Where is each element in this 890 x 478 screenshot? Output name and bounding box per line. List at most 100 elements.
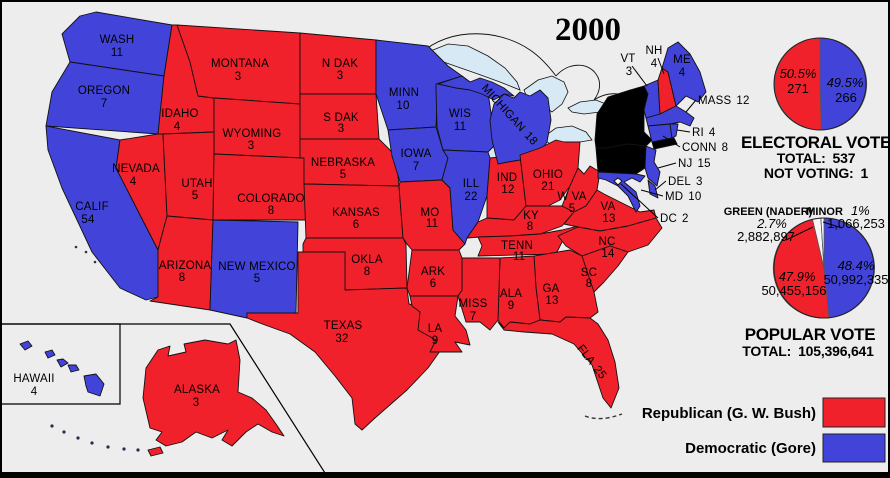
svg-text:WIS: WIS [449,108,471,120]
popular-minor-label: MINOR 1% [806,203,869,218]
svg-text:NEW MEXICO: NEW MEXICO [218,261,295,273]
states-layer [19,11,707,457]
svg-text:COLORADO: COLORADO [237,193,304,205]
svg-text:ARK: ARK [421,266,445,278]
svg-text:WASH: WASH [100,34,135,46]
svg-text:IOWA: IOWA [400,148,431,160]
svg-text:3: 3 [193,397,200,409]
electoral-vote-heading: ELECTORAL VOTE [741,133,888,152]
svg-text:S DAK: S DAK [323,112,359,124]
svg-text:HAWAII: HAWAII [13,373,54,385]
svg-text:MINN: MINN [389,87,419,99]
svg-text:6: 6 [430,278,437,290]
svg-text:13: 13 [602,213,615,225]
state-label-new-jersey: NJ 15 [678,158,711,170]
svg-text:11: 11 [513,251,525,263]
electoral-democratic-pct: 49.5% [827,75,864,90]
svg-text:7: 7 [101,98,108,110]
svg-text:8: 8 [268,205,275,217]
state-hawaii-big-island [83,373,105,397]
svg-text:SC: SC [581,267,597,279]
channel-islands [74,245,97,264]
state-hawaii-island-3 [56,358,69,368]
popular-vote-pie: GREEN (NADER) 2.7% 2,882,897 MINOR 1% 1,0… [724,203,888,359]
svg-text:LA: LA [428,323,443,335]
svg-text:11: 11 [454,121,466,133]
state-texas [246,251,449,431]
electoral-total: TOTAL: 537 [777,150,856,166]
state-hawaii-island-4 [67,364,80,373]
svg-text:3: 3 [235,71,242,83]
svg-text:ARIZONA: ARIZONA [159,260,212,272]
state-label-new-hampshire: NH4 [645,45,662,70]
legend-republican-swatch [822,397,886,428]
svg-text:4: 4 [651,58,658,70]
state-label-massachusetts: MASS 12 [698,95,750,107]
svg-text:VA: VA [601,201,616,213]
legend-republican-label: Republican (G. W. Bush) [642,405,816,422]
svg-text:OKLA: OKLA [351,254,383,266]
florida-keys [584,413,623,420]
svg-text:NC: NC [598,236,615,248]
svg-text:22: 22 [464,191,477,203]
state-new-jersey [644,145,661,187]
state-label-rhode-island: RI 4 [692,127,716,139]
electoral-republican-pct: 50.5% [780,66,817,81]
state-illinois [441,149,491,245]
svg-text:VT: VT [620,53,635,65]
state-louisiana [409,295,471,353]
svg-text:4: 4 [174,121,181,133]
svg-text:13: 13 [545,295,558,307]
svg-text:WYOMING: WYOMING [223,128,282,140]
popular-minor-votes: 1,066,253 [827,216,885,231]
state-colorado [212,153,318,221]
svg-text:MISS: MISS [459,298,488,310]
popular-total: TOTAL: 105,396,641 [742,343,874,359]
svg-text:54: 54 [81,214,95,226]
electoral-republican-votes: 271 [787,81,809,96]
callout-lines [620,57,697,219]
svg-text:5: 5 [254,273,261,285]
svg-text:3: 3 [626,66,633,78]
svg-text:8: 8 [527,221,534,233]
svg-text:ALASKA: ALASKA [174,384,220,396]
state-maine [661,41,707,107]
state-pennsylvania [595,143,647,175]
popular-democratic-votes: 50,992,335 [823,272,888,287]
inset-borders [2,323,326,472]
svg-text:NEBRASKA: NEBRASKA [311,157,375,169]
svg-text:7: 7 [470,311,477,323]
svg-text:3: 3 [338,123,345,135]
svg-text:5: 5 [340,169,347,181]
hawaii-inset-border [2,323,121,405]
svg-text:MONTANA: MONTANA [211,58,269,70]
svg-text:NEVADA: NEVADA [112,163,160,175]
svg-text:N DAK: N DAK [322,58,358,70]
svg-text:5: 5 [192,190,199,202]
svg-text:32: 32 [335,333,348,345]
svg-text:ME: ME [673,54,691,66]
popular-democratic-pct: 48.4% [838,258,875,273]
state-rhode-island [669,123,679,139]
svg-text:ALA: ALA [500,288,522,300]
electoral-not-voting: NOT VOTING: 1 [764,165,869,181]
svg-text:6: 6 [353,219,360,231]
popular-green-label: GREEN (NADER) [724,206,813,218]
